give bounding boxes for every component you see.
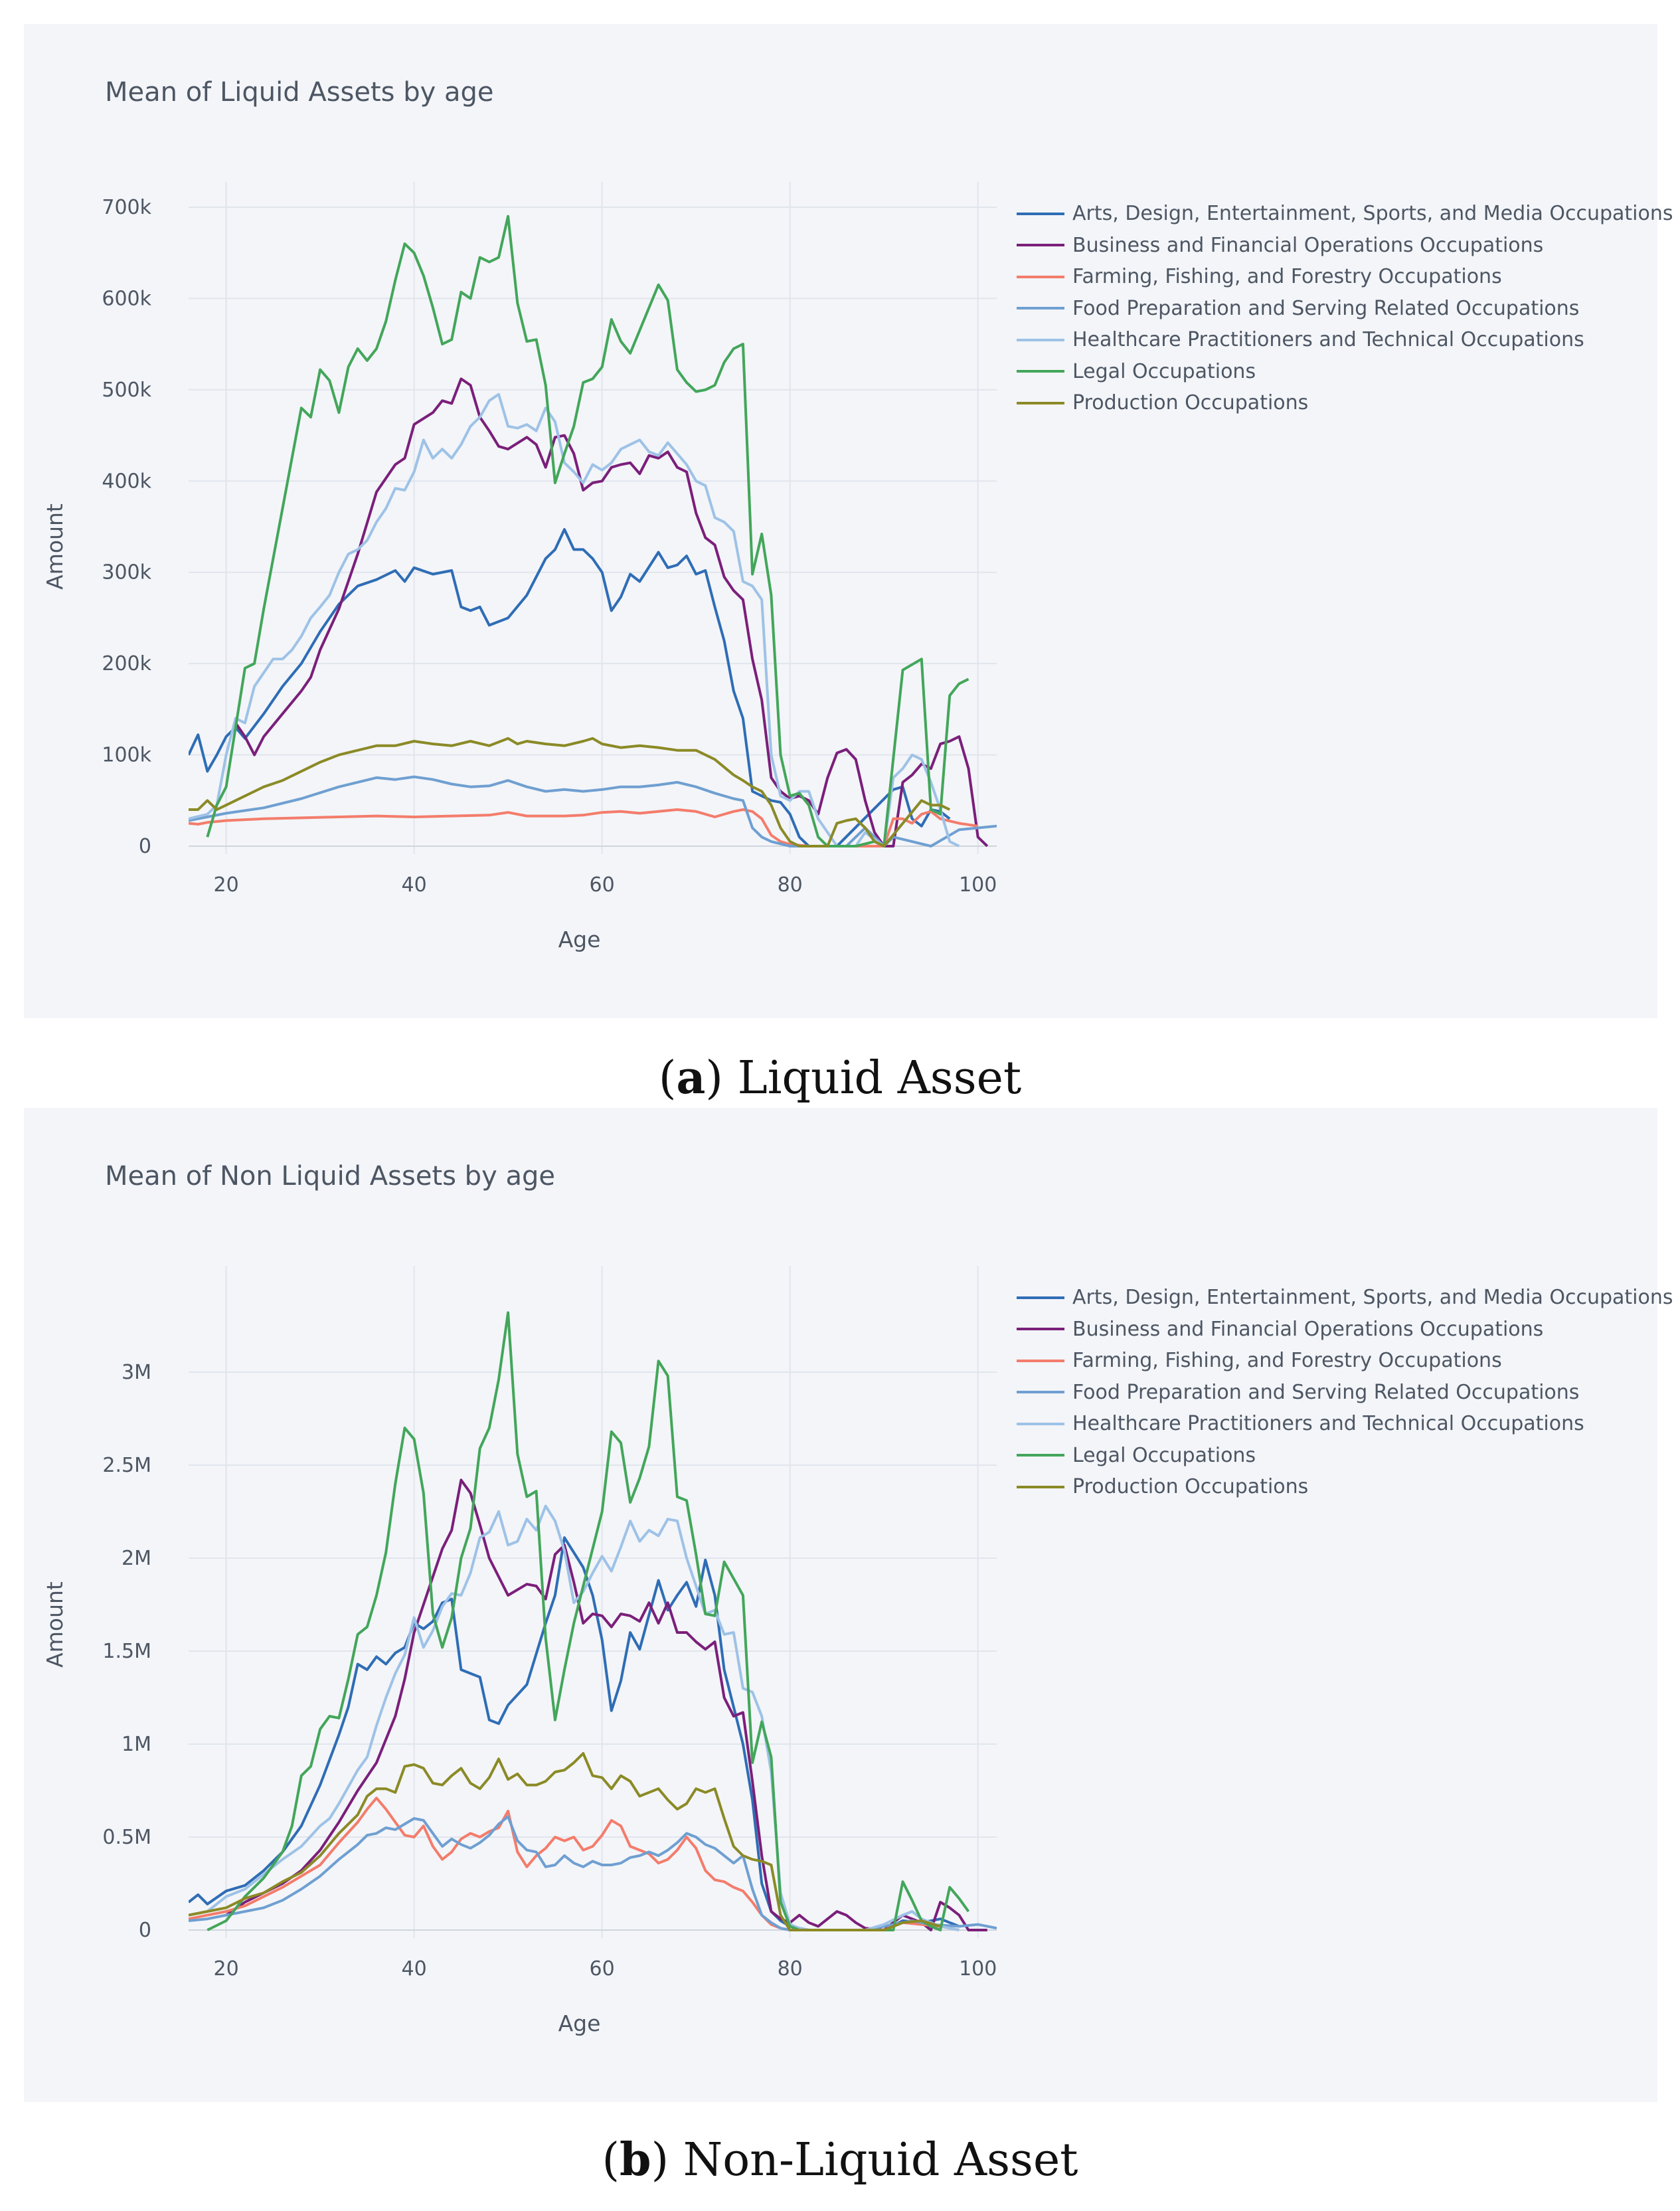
legend-label: Business and Financial Operations Occupa… — [1072, 1317, 1544, 1341]
y-tick-label: 2.5M — [102, 1454, 151, 1477]
legend-label: Arts, Design, Entertainment, Sports, and… — [1072, 202, 1673, 226]
legend-item[interactable]: Production Occupations — [1017, 1471, 1673, 1503]
legend-item[interactable]: Healthcare Practitioners and Technical O… — [1017, 324, 1673, 356]
series-line — [225, 1478, 987, 1931]
legend-item[interactable]: Healthcare Practitioners and Technical O… — [1017, 1408, 1673, 1440]
y-tick-label: 200k — [102, 652, 151, 675]
x-tick-label: 60 — [590, 873, 615, 897]
legend-label: Production Occupations — [1072, 1475, 1309, 1499]
series-line — [189, 1536, 960, 1931]
legend-swatch — [1017, 307, 1064, 310]
legend-swatch — [1017, 1485, 1064, 1488]
x-tick-label: 20 — [214, 873, 239, 897]
legend-label: Legal Occupations — [1072, 1443, 1256, 1467]
legend-item[interactable]: Food Preparation and Serving Related Occ… — [1017, 1377, 1673, 1409]
x-axis-label: Age — [558, 2010, 601, 2036]
legend-swatch — [1017, 1296, 1064, 1299]
y-tick-label: 1M — [122, 1733, 151, 1756]
legend-item[interactable]: Production Occupations — [1017, 387, 1673, 419]
x-tick-label: 80 — [778, 873, 803, 897]
y-tick-label: 400k — [102, 470, 151, 493]
legend-swatch — [1017, 1359, 1064, 1362]
series-line — [234, 377, 989, 847]
legend-swatch — [1017, 212, 1064, 215]
legend-label: Healthcare Practitioners and Technical O… — [1072, 328, 1584, 352]
figure-caption-a: (a) Liquid Asset — [658, 1051, 1022, 1105]
series-line — [189, 393, 960, 847]
x-tick-label: 100 — [959, 873, 997, 897]
chart-title: Mean of Liquid Assets by age — [105, 77, 494, 108]
y-tick-label: 1.5M — [102, 1640, 151, 1663]
y-tick-label: 0.5M — [102, 1826, 151, 1849]
y-tick-label: 500k — [102, 379, 151, 402]
chart-panel-non-liquid-assets: Mean of Non Liquid Assets by age 20 40 60 8… — [24, 1108, 1673, 2102]
series-line — [207, 1311, 970, 1931]
chart-title: Mean of Non Liquid Assets by age — [105, 1161, 555, 1192]
legend-item[interactable]: Arts, Design, Entertainment, Sports, and… — [1017, 198, 1673, 230]
x-tick-label: 20 — [214, 1957, 239, 1981]
series-line — [189, 1752, 941, 1931]
series-line — [189, 1815, 997, 1931]
legend-label: Food Preparation and Serving Related Occ… — [1072, 296, 1580, 320]
x-tick-label: 80 — [778, 1957, 803, 1981]
series-line — [189, 775, 997, 847]
x-axis-label: Age — [558, 927, 601, 952]
caption-letter: b — [620, 2133, 651, 2186]
y-tick-label: 300k — [102, 561, 151, 584]
legend-item[interactable]: Food Preparation and Serving Related Occ… — [1017, 293, 1673, 325]
legend-label: Arts, Design, Entertainment, Sports, and… — [1072, 1286, 1673, 1310]
legend-label: Food Preparation and Serving Related Occ… — [1072, 1380, 1580, 1404]
legend-label: Business and Financial Operations Occupa… — [1072, 233, 1544, 257]
legend-item[interactable]: Legal Occupations — [1017, 356, 1673, 388]
legend-item[interactable]: Legal Occupations — [1017, 1440, 1673, 1472]
series-group — [189, 1311, 997, 1931]
y-tick-label: 0 — [139, 835, 151, 858]
series-line — [189, 808, 978, 847]
legend-swatch — [1017, 1422, 1064, 1425]
legend-swatch — [1017, 401, 1064, 404]
gridlines — [189, 182, 997, 854]
legend-label: Healthcare Practitioners and Technical O… — [1072, 1412, 1584, 1436]
x-tick-label: 100 — [959, 1957, 997, 1981]
y-axis-label: Amount — [42, 1581, 68, 1668]
series-line — [189, 737, 951, 847]
legend-item[interactable]: Business and Financial Operations Occupa… — [1017, 230, 1673, 262]
caption-letter: a — [676, 1051, 706, 1105]
legend-item[interactable]: Farming, Fishing, and Forestry Occupatio… — [1017, 1345, 1673, 1377]
legend-swatch — [1017, 370, 1064, 373]
legend-swatch — [1017, 244, 1064, 247]
legend-swatch — [1017, 338, 1064, 341]
legend-item[interactable]: Arts, Design, Entertainment, Sports, and… — [1017, 1282, 1673, 1314]
y-axis-label: Amount — [42, 503, 68, 590]
legend-item[interactable]: Business and Financial Operations Occupa… — [1017, 1314, 1673, 1346]
figure-caption-b: (b) Non-Liquid Asset — [602, 2133, 1078, 2186]
x-tick-label: 40 — [402, 1957, 427, 1981]
y-tick-label: 600k — [102, 287, 151, 310]
y-tick-label: 3M — [122, 1361, 151, 1384]
legend-label: Farming, Fishing, and Forestry Occupatio… — [1072, 1349, 1502, 1373]
legend-label: Production Occupations — [1072, 391, 1309, 415]
chart-panel-liquid-assets: Mean of Liquid Assets by age 20 40 60 80 100… — [24, 24, 1673, 1018]
legend: Arts, Design, Entertainment, Sports, and… — [1017, 198, 1673, 419]
y-tick-label: 700k — [102, 196, 151, 219]
legend-label: Farming, Fishing, and Forestry Occupatio… — [1072, 265, 1502, 289]
legend-label: Legal Occupations — [1072, 359, 1256, 383]
plot-area[interactable]: 20 40 60 80 100 0 0.5M 1M 1.5M 2M 2.5M 3M Age Amount — [24, 1108, 1657, 2102]
plot-area[interactable]: 20 40 60 80 100 0 100k 200k 300k 400k 500k 600k 700k… — [24, 24, 1657, 1018]
series-group — [189, 215, 997, 847]
y-tick-label: 0 — [139, 1919, 151, 1942]
legend-swatch — [1017, 1391, 1064, 1394]
legend-swatch — [1017, 1328, 1064, 1331]
x-tick-label: 40 — [402, 873, 427, 897]
series-line — [189, 528, 951, 847]
x-tick-label: 60 — [590, 1957, 615, 1981]
legend-item[interactable]: Farming, Fishing, and Forestry Occupatio… — [1017, 261, 1673, 293]
legend: Arts, Design, Entertainment, Sports, and… — [1017, 1282, 1673, 1503]
legend-swatch — [1017, 1454, 1064, 1457]
y-tick-label: 2M — [122, 1547, 151, 1570]
series-line — [189, 1797, 960, 1931]
series-line — [206, 215, 969, 847]
y-tick-label: 100k — [102, 744, 151, 767]
legend-swatch — [1017, 275, 1064, 278]
